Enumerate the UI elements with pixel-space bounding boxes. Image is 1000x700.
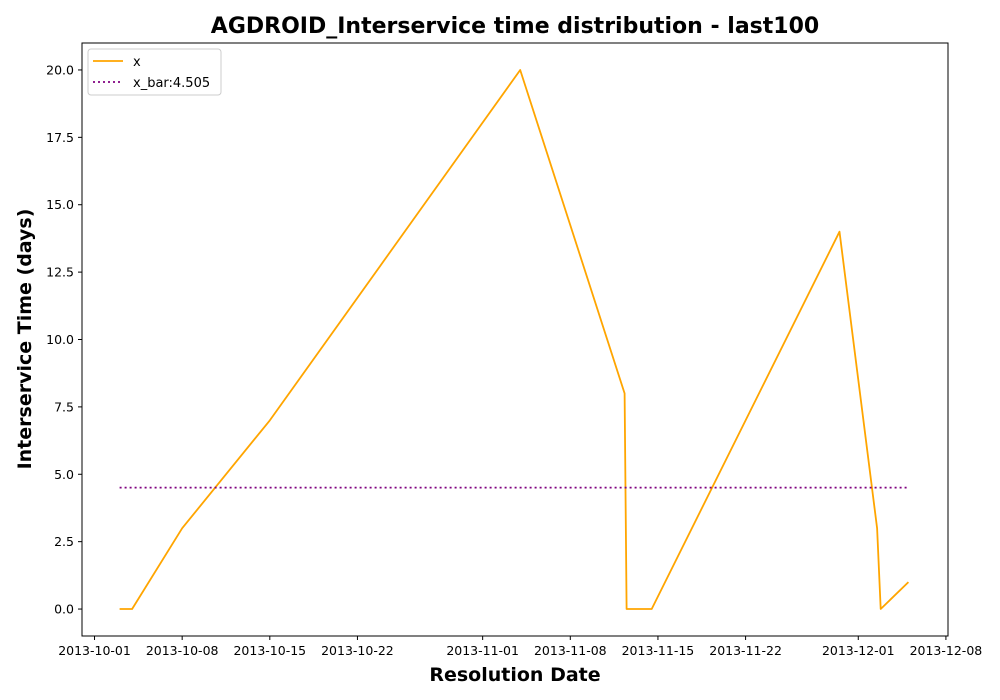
legend-label-x: x xyxy=(133,55,141,70)
plot-area: 2013-10-01 2013-10-08 2013-10-15 2013-10-22… xyxy=(46,42,982,658)
x-tick-label: 2013-11-15 xyxy=(622,643,695,658)
x-tick-label: 2013-12-01 xyxy=(822,643,895,658)
y-tick-label: 12.5 xyxy=(46,265,74,280)
x-tick-label: 2013-10-01 xyxy=(58,643,131,658)
x-axis: 2013-10-01 2013-10-08 2013-10-15 2013-10-22… xyxy=(58,636,982,658)
x-tick-label: 2013-11-01 xyxy=(446,643,519,658)
y-tick-label: 17.5 xyxy=(46,130,74,145)
x-axis-label: Resolution Date xyxy=(429,664,600,686)
chart-title: AGDROID_Interservice time distribution -… xyxy=(211,14,819,39)
x-tick-label: 2013-12-08 xyxy=(910,643,983,658)
y-tick-label: 2.5 xyxy=(54,534,74,549)
axes-frame xyxy=(81,42,949,637)
series-layer xyxy=(119,69,910,610)
y-tick-label: 5.0 xyxy=(54,467,74,482)
y-tick-label: 20.0 xyxy=(46,62,74,77)
series-x-line xyxy=(119,69,910,610)
x-tick-label: 2013-10-15 xyxy=(233,643,306,658)
y-tick-label: 7.5 xyxy=(54,399,74,414)
y-tick-label: 0.0 xyxy=(54,602,74,617)
legend-label-x-bar: x_bar:4.505 xyxy=(133,76,210,91)
y-axis: 0.0 2.5 5.0 7.5 10.0 12.5 15.0 17.5 20.0 xyxy=(46,62,82,617)
x-tick-label: 2013-11-08 xyxy=(534,643,607,658)
x-tick-label: 2013-11-22 xyxy=(709,643,782,658)
x-tick-label: 2013-10-08 xyxy=(146,643,219,658)
y-axis-label: Interservice Time (days) xyxy=(14,209,36,470)
legend: x x_bar:4.505 xyxy=(87,48,222,96)
y-tick-label: 15.0 xyxy=(46,197,74,212)
x-tick-label: 2013-10-22 xyxy=(321,643,394,658)
y-tick-label: 10.0 xyxy=(46,332,74,347)
